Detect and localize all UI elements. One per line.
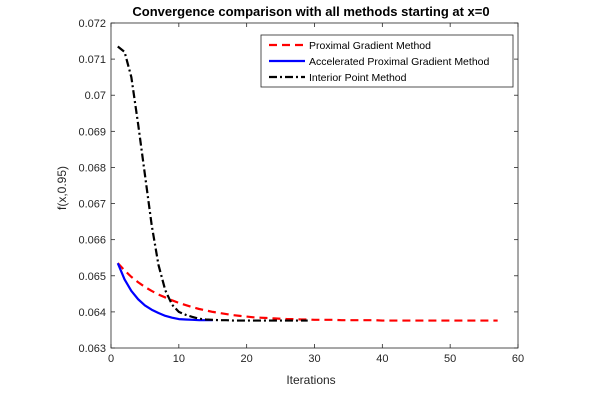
y-tick-label-3: 0.066 — [78, 235, 106, 247]
x-tick-label-4: 40 — [376, 353, 388, 365]
x-tick-label-2: 20 — [241, 353, 253, 365]
x-tick-label-1: 10 — [173, 353, 185, 365]
y-tick-label-1: 0.064 — [78, 307, 106, 319]
x-tick-label-3: 30 — [308, 353, 320, 365]
legend: Proximal Gradient Method Accelerated Prox… — [260, 34, 514, 88]
axis-ticks: 0 10 20 30 40 50 60 0.063 0.064 0.065 0.066 0.067 0.… — [78, 18, 524, 365]
series-line-1 — [116, 262, 213, 322]
series-lines — [116, 45, 498, 322]
y-axis-label: f(x,0.95) — [55, 166, 69, 210]
y-tick-label-0: 0.063 — [78, 343, 106, 355]
series-line-0 — [116, 262, 498, 322]
x-tick-label-0: 0 — [108, 353, 114, 365]
legend-label-2: Interior Point Method — [309, 72, 407, 84]
legend-label-0: Proximal Gradient Method — [309, 40, 431, 52]
y-tick-label-9: 0.072 — [78, 18, 106, 30]
y-tick-label-7: 0.07 — [85, 90, 106, 102]
x-tick-label-6: 60 — [512, 353, 524, 365]
legend-label-1: Accelerated Proximal Gradient Method — [309, 56, 489, 68]
y-tick-label-8: 0.071 — [78, 54, 106, 66]
y-tick-label-6: 0.069 — [78, 126, 106, 138]
x-axis-label: Iterations — [286, 373, 335, 387]
y-tick-label-5: 0.068 — [78, 162, 106, 174]
y-tick-label-2: 0.065 — [78, 271, 106, 283]
series-line-2 — [117, 45, 308, 322]
y-tick-label-4: 0.067 — [78, 199, 106, 211]
chart-title: Convergence comparison with all methods … — [132, 4, 489, 19]
x-tick-label-5: 50 — [444, 353, 456, 365]
